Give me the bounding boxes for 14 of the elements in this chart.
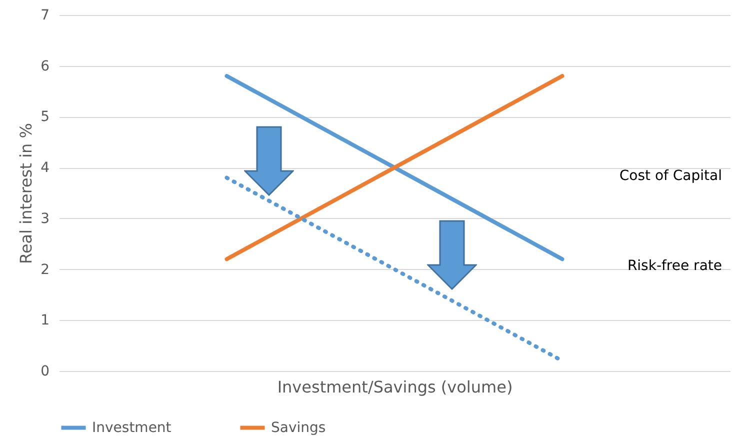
legend-label: Investment <box>92 420 172 436</box>
y-tick-label: 4 <box>40 160 50 176</box>
y-tick-label: 6 <box>40 58 50 74</box>
y-tick-label: 7 <box>40 8 50 24</box>
y-tick-label: 5 <box>40 109 50 126</box>
legend-label: Savings <box>271 420 326 436</box>
x-axis-title: Investment/Savings (volume) <box>277 378 513 396</box>
y-tick-label: 0 <box>40 364 50 380</box>
y-tick-label: 2 <box>40 262 50 278</box>
annotation: Risk-free rate <box>627 258 722 274</box>
annotation: Cost of Capital <box>619 168 722 184</box>
y-axis-title: Real interest in % <box>16 123 36 264</box>
y-tick-label: 3 <box>40 210 50 227</box>
y-tick-label: 1 <box>40 312 50 329</box>
